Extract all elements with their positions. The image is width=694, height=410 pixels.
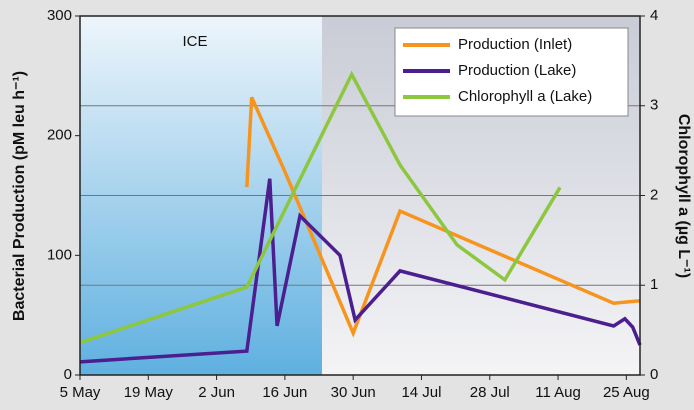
x-tick-label: 11 Aug: [535, 384, 581, 401]
legend-label: Production (Lake): [458, 62, 576, 79]
y-tick-label: 100: [47, 246, 72, 263]
series-line: [245, 96, 641, 338]
ice-label: ICE: [182, 33, 207, 50]
x-tick-label: 16 Jun: [262, 384, 307, 401]
x-tick-label: 30 Jun: [331, 384, 376, 401]
y-tick-label: 300: [47, 7, 72, 24]
y2-tick-label: 3: [650, 97, 658, 114]
y2-axis-title: Chlorophyll a (µg L⁻¹): [675, 114, 692, 278]
series-line: [79, 178, 642, 364]
y-tick-label: 0: [64, 366, 72, 383]
legend-label: Production (Inlet): [458, 36, 572, 53]
x-tick-label: 28 Jul: [470, 384, 510, 401]
y2-tick-label: 1: [650, 276, 658, 293]
y-axis-title: Bacterial Production (pM leu h⁻¹): [11, 71, 28, 321]
y-tick-label: 200: [47, 127, 72, 144]
x-tick-label: 19 May: [124, 384, 174, 401]
x-tick-label: 14 Jul: [401, 384, 441, 401]
y2-tick-label: 2: [650, 186, 658, 203]
legend-label: Chlorophyll a (Lake): [458, 88, 592, 105]
y2-tick-label: 0: [650, 366, 658, 383]
x-tick-label: 2 Jun: [198, 384, 235, 401]
x-tick-label: 25 Aug: [603, 384, 650, 401]
series-line: [79, 70, 562, 345]
y2-tick-label: 4: [650, 7, 658, 24]
x-tick-label: 5 May: [60, 384, 101, 401]
